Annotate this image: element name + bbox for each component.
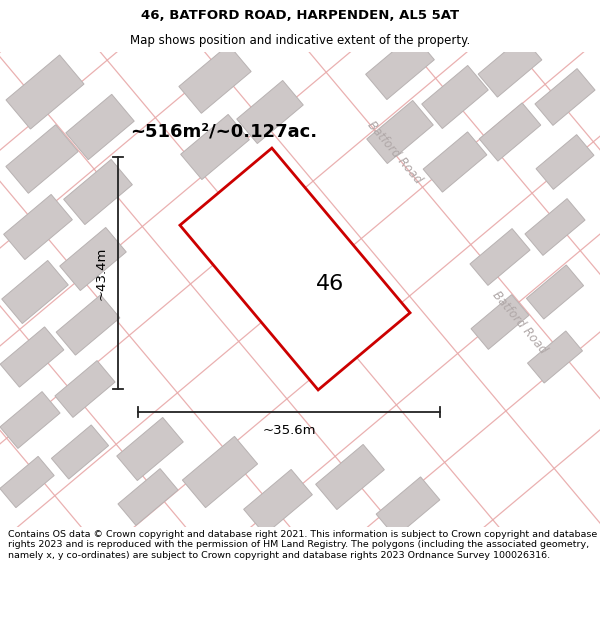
Polygon shape — [527, 331, 583, 383]
Polygon shape — [64, 159, 133, 224]
Text: Batford Road: Batford Road — [365, 118, 425, 186]
Polygon shape — [0, 327, 64, 387]
Text: ~516m²/~0.127ac.: ~516m²/~0.127ac. — [130, 123, 317, 141]
Polygon shape — [52, 425, 109, 479]
Polygon shape — [4, 194, 73, 259]
Text: ~43.4m: ~43.4m — [95, 246, 108, 299]
Text: Map shows position and indicative extent of the property.: Map shows position and indicative extent… — [130, 34, 470, 47]
Text: 46, BATFORD ROAD, HARPENDEN, AL5 5AT: 46, BATFORD ROAD, HARPENDEN, AL5 5AT — [141, 9, 459, 22]
Polygon shape — [423, 132, 487, 192]
Text: Contains OS data © Crown copyright and database right 2021. This information is : Contains OS data © Crown copyright and d… — [8, 530, 597, 560]
Polygon shape — [182, 436, 257, 508]
Polygon shape — [2, 261, 68, 324]
Polygon shape — [66, 94, 134, 160]
Polygon shape — [0, 456, 54, 508]
Polygon shape — [60, 228, 126, 291]
Text: ~35.6m: ~35.6m — [262, 424, 316, 436]
Polygon shape — [55, 361, 115, 418]
Polygon shape — [526, 265, 584, 319]
Polygon shape — [367, 101, 433, 164]
Polygon shape — [478, 37, 542, 97]
Polygon shape — [471, 294, 529, 349]
Polygon shape — [535, 69, 595, 126]
Polygon shape — [422, 66, 488, 129]
Polygon shape — [316, 444, 385, 509]
Polygon shape — [0, 392, 60, 448]
Polygon shape — [180, 148, 410, 390]
Text: 46: 46 — [316, 274, 344, 294]
Polygon shape — [6, 55, 84, 129]
Polygon shape — [181, 114, 250, 179]
Polygon shape — [56, 295, 120, 355]
Polygon shape — [525, 199, 585, 256]
Polygon shape — [237, 81, 303, 144]
Text: Batford Road: Batford Road — [490, 288, 550, 356]
Polygon shape — [365, 34, 434, 99]
Polygon shape — [536, 134, 594, 189]
Polygon shape — [117, 418, 183, 481]
Polygon shape — [6, 125, 78, 193]
Polygon shape — [179, 45, 251, 113]
Polygon shape — [376, 477, 440, 537]
Polygon shape — [479, 103, 541, 161]
Polygon shape — [470, 229, 530, 286]
Polygon shape — [244, 469, 313, 534]
Polygon shape — [118, 469, 178, 526]
